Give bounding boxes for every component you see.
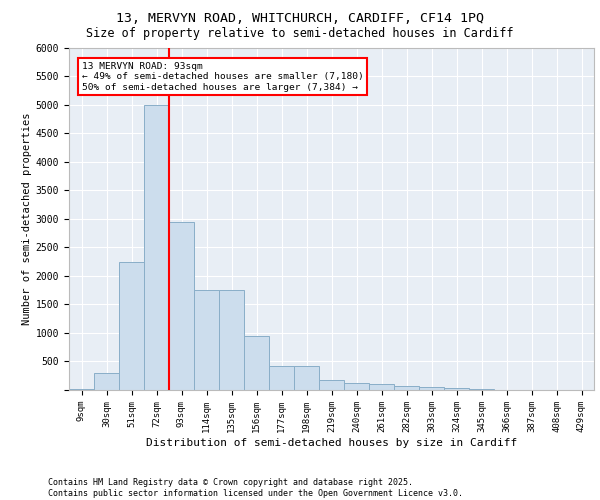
Bar <box>244 336 269 390</box>
Bar <box>344 383 369 390</box>
Bar <box>194 290 219 390</box>
Bar <box>144 104 169 390</box>
Bar <box>319 380 344 390</box>
Y-axis label: Number of semi-detached properties: Number of semi-detached properties <box>22 112 32 325</box>
Text: Contains HM Land Registry data © Crown copyright and database right 2025.
Contai: Contains HM Land Registry data © Crown c… <box>48 478 463 498</box>
Bar <box>119 262 144 390</box>
Bar <box>69 388 94 390</box>
Text: Size of property relative to semi-detached houses in Cardiff: Size of property relative to semi-detach… <box>86 28 514 40</box>
Bar <box>294 366 319 390</box>
Bar <box>394 386 419 390</box>
Bar <box>369 384 394 390</box>
Text: 13 MERVYN ROAD: 93sqm
← 49% of semi-detached houses are smaller (7,180)
50% of s: 13 MERVYN ROAD: 93sqm ← 49% of semi-deta… <box>82 62 363 92</box>
Bar <box>169 222 194 390</box>
Bar <box>444 388 469 390</box>
Bar <box>419 387 444 390</box>
Bar <box>94 373 119 390</box>
Bar <box>269 366 294 390</box>
X-axis label: Distribution of semi-detached houses by size in Cardiff: Distribution of semi-detached houses by … <box>146 438 517 448</box>
Text: 13, MERVYN ROAD, WHITCHURCH, CARDIFF, CF14 1PQ: 13, MERVYN ROAD, WHITCHURCH, CARDIFF, CF… <box>116 12 484 26</box>
Bar <box>219 290 244 390</box>
